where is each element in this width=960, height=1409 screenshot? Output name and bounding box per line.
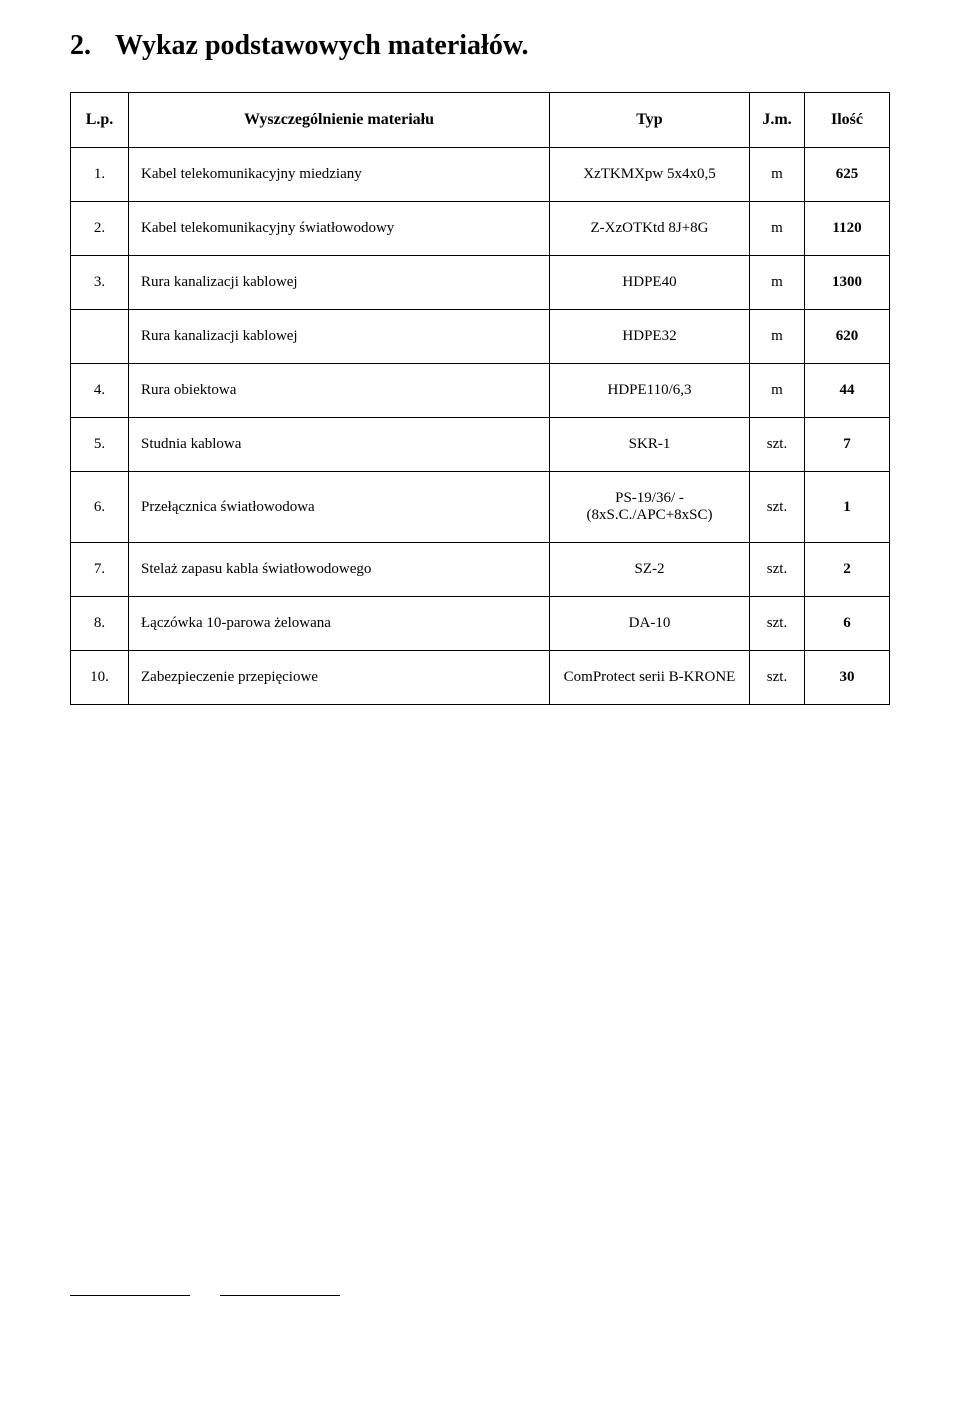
cell-lp: 5. [71,418,129,472]
cell-unit: szt. [750,418,805,472]
cell-lp: 6. [71,472,129,543]
cell-unit: m [750,364,805,418]
cell-qty: 1120 [805,202,890,256]
cell-desc: Rura kanalizacji kablowej [129,256,550,310]
table-row: 6. Przełącznica światłowodowa PS-19/36/ … [71,472,890,543]
section-heading: 2. Wykaz podstawowych materiałów. [70,30,890,62]
cell-unit: szt. [750,597,805,651]
cell-desc: Studnia kablowa [129,418,550,472]
table-row: Rura kanalizacji kablowej HDPE32 m 620 [71,310,890,364]
cell-qty: 7 [805,418,890,472]
cell-type: SZ-2 [550,543,750,597]
cell-type: HDPE40 [550,256,750,310]
cell-lp: 4. [71,364,129,418]
cell-desc: Kabel telekomunikacyjny światłowodowy [129,202,550,256]
cell-lp: 3. [71,256,129,310]
cell-type: XzTKMXpw 5x4x0,5 [550,148,750,202]
signature-line [220,1295,340,1296]
cell-unit: m [750,256,805,310]
header-unit: J.m. [750,93,805,148]
header-qty: Ilość [805,93,890,148]
cell-lp: 10. [71,651,129,705]
cell-qty: 1300 [805,256,890,310]
table-row: 2. Kabel telekomunikacyjny światłowodowy… [71,202,890,256]
footer-signature-lines [70,1295,890,1296]
cell-type: HDPE32 [550,310,750,364]
cell-lp: 2. [71,202,129,256]
table-row: 1. Kabel telekomunikacyjny miedziany XzT… [71,148,890,202]
table-row: 5. Studnia kablowa SKR-1 szt. 7 [71,418,890,472]
cell-qty: 620 [805,310,890,364]
cell-desc: Rura obiektowa [129,364,550,418]
table-row: 8. Łączówka 10-parowa żelowana DA-10 szt… [71,597,890,651]
table-row: 3. Rura kanalizacji kablowej HDPE40 m 13… [71,256,890,310]
header-lp: L.p. [71,93,129,148]
cell-desc: Przełącznica światłowodowa [129,472,550,543]
cell-desc: Stelaż zapasu kabla światłowodowego [129,543,550,597]
table-row: 7. Stelaż zapasu kabla światłowodowego S… [71,543,890,597]
heading-title: Wykaz podstawowych materiałów. [115,30,529,62]
cell-type: Z-XzOTKtd 8J+8G [550,202,750,256]
cell-desc: Zabezpieczenie przepięciowe [129,651,550,705]
cell-qty: 30 [805,651,890,705]
cell-unit: szt. [750,472,805,543]
header-type: Typ [550,93,750,148]
heading-number: 2. [70,30,91,62]
cell-type: HDPE110/6,3 [550,364,750,418]
table-header-row: L.p. Wyszczególnienie materiału Typ J.m.… [71,93,890,148]
cell-type: PS-19/36/ - (8xS.C./APC+8xSC) [550,472,750,543]
cell-desc: Łączówka 10-parowa żelowana [129,597,550,651]
table-row: 4. Rura obiektowa HDPE110/6,3 m 44 [71,364,890,418]
materials-table: L.p. Wyszczególnienie materiału Typ J.m.… [70,92,890,705]
cell-unit: szt. [750,543,805,597]
signature-line [70,1295,190,1296]
cell-lp: 8. [71,597,129,651]
cell-type: SKR-1 [550,418,750,472]
cell-type: ComProtect serii B-KRONE [550,651,750,705]
cell-unit: szt. [750,651,805,705]
cell-unit: m [750,202,805,256]
cell-qty: 6 [805,597,890,651]
cell-qty: 2 [805,543,890,597]
cell-type: DA-10 [550,597,750,651]
cell-desc: Kabel telekomunikacyjny miedziany [129,148,550,202]
cell-lp: 1. [71,148,129,202]
cell-desc: Rura kanalizacji kablowej [129,310,550,364]
cell-qty: 1 [805,472,890,543]
cell-qty: 44 [805,364,890,418]
cell-lp [71,310,129,364]
cell-lp: 7. [71,543,129,597]
cell-unit: m [750,148,805,202]
header-desc: Wyszczególnienie materiału [129,93,550,148]
cell-qty: 625 [805,148,890,202]
cell-unit: m [750,310,805,364]
table-row: 10. Zabezpieczenie przepięciowe ComProte… [71,651,890,705]
